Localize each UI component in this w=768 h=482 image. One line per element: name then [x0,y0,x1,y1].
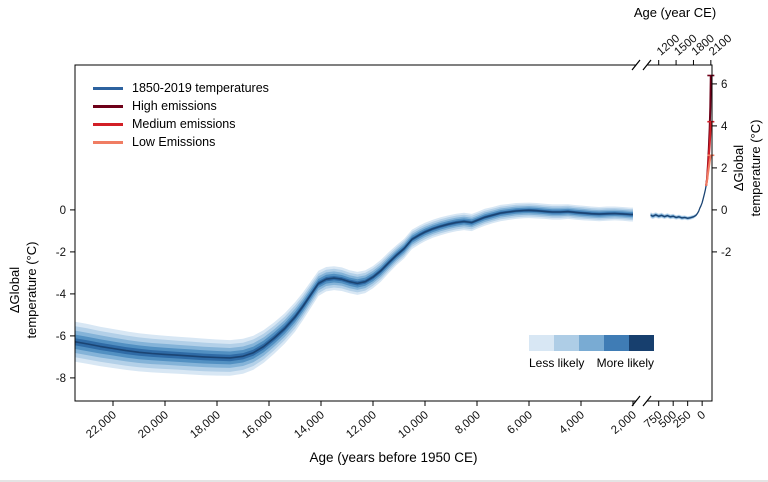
svg-text:2: 2 [721,163,727,175]
svg-text:-2: -2 [721,247,731,259]
svg-text:10,000: 10,000 [396,409,431,441]
right-axis-title: ΔGlobal temperature (°C) [730,88,766,248]
svg-text:0: 0 [60,205,66,217]
svg-text:18,000: 18,000 [188,409,223,441]
observed-line-swatch [93,86,123,90]
svg-text:8,000: 8,000 [453,409,483,437]
svg-text:6: 6 [721,79,727,91]
instrumental-temperature-line [650,185,707,219]
plot-border [74,64,713,402]
legend-label-high-emissions: High emissions [132,99,217,113]
legend-label-medium-emissions: Medium emissions [132,117,236,131]
legend-item-low-emissions: Low Emissions [93,133,269,151]
colorbar-cells [529,335,654,351]
svg-text:22,000: 22,000 [84,409,119,441]
top-axis-title: Age (year CE) [633,5,717,20]
colorbar-labels: Less likely More likely [529,356,654,370]
colorbar-cell-4 [604,335,629,351]
colorbar-less-likely-label: Less likely [529,356,585,370]
svg-text:-4: -4 [56,289,67,301]
svg-text:16,000: 16,000 [240,409,275,441]
bottom-axis-title: Age (years before 1950 CE) [309,450,478,465]
legend: 1850-2019 temperatures High emissions Me… [93,79,269,151]
legend-label-observed: 1850-2019 temperatures [132,81,269,95]
left-axis-title: ΔGlobal temperature (°C) [6,210,42,370]
left-axis-title-line1: ΔGlobal [7,266,22,314]
svg-text:6,000: 6,000 [505,409,535,437]
colorbar-cell-1 [529,335,554,351]
svg-text:20,000: 20,000 [136,409,171,441]
legend-item-medium-emissions: Medium emissions [93,115,269,133]
svg-text:250: 250 [671,409,693,431]
high-emissions-line-swatch [93,104,123,108]
svg-text:-8: -8 [56,373,66,385]
likelihood-colorbar: Less likely More likely [529,335,654,370]
svg-text:0: 0 [695,409,708,422]
svg-text:4,000: 4,000 [557,409,587,437]
svg-text:0: 0 [721,205,727,217]
right-axis-title-line1: ΔGlobal [731,144,746,192]
colorbar-cell-3 [579,335,604,351]
svg-text:4: 4 [721,121,728,133]
projection-low-emissions-line [705,155,712,186]
reconstruction-median-line [75,209,633,359]
legend-label-low-emissions: Low Emissions [132,135,216,149]
svg-text:12,000: 12,000 [344,409,379,441]
svg-text:14,000: 14,000 [292,409,327,441]
top-axis-break-icon [631,59,652,71]
svg-text:2,000: 2,000 [609,409,639,437]
colorbar-cell-2 [554,335,579,351]
medium-emissions-line-swatch [93,122,123,126]
legend-item-observed: 1850-2019 temperatures [93,79,269,97]
legend-item-high-emissions: High emissions [93,97,269,115]
right-axis-title-line2: temperature (°C) [748,119,763,217]
colorbar-more-likely-label: More likely [596,356,654,370]
colorbar-cell-5 [629,335,654,351]
svg-text:-2: -2 [56,247,66,259]
svg-text:-6: -6 [56,331,66,343]
low-emissions-line-swatch [93,140,123,144]
left-axis-title-line2: temperature (°C) [24,241,39,339]
